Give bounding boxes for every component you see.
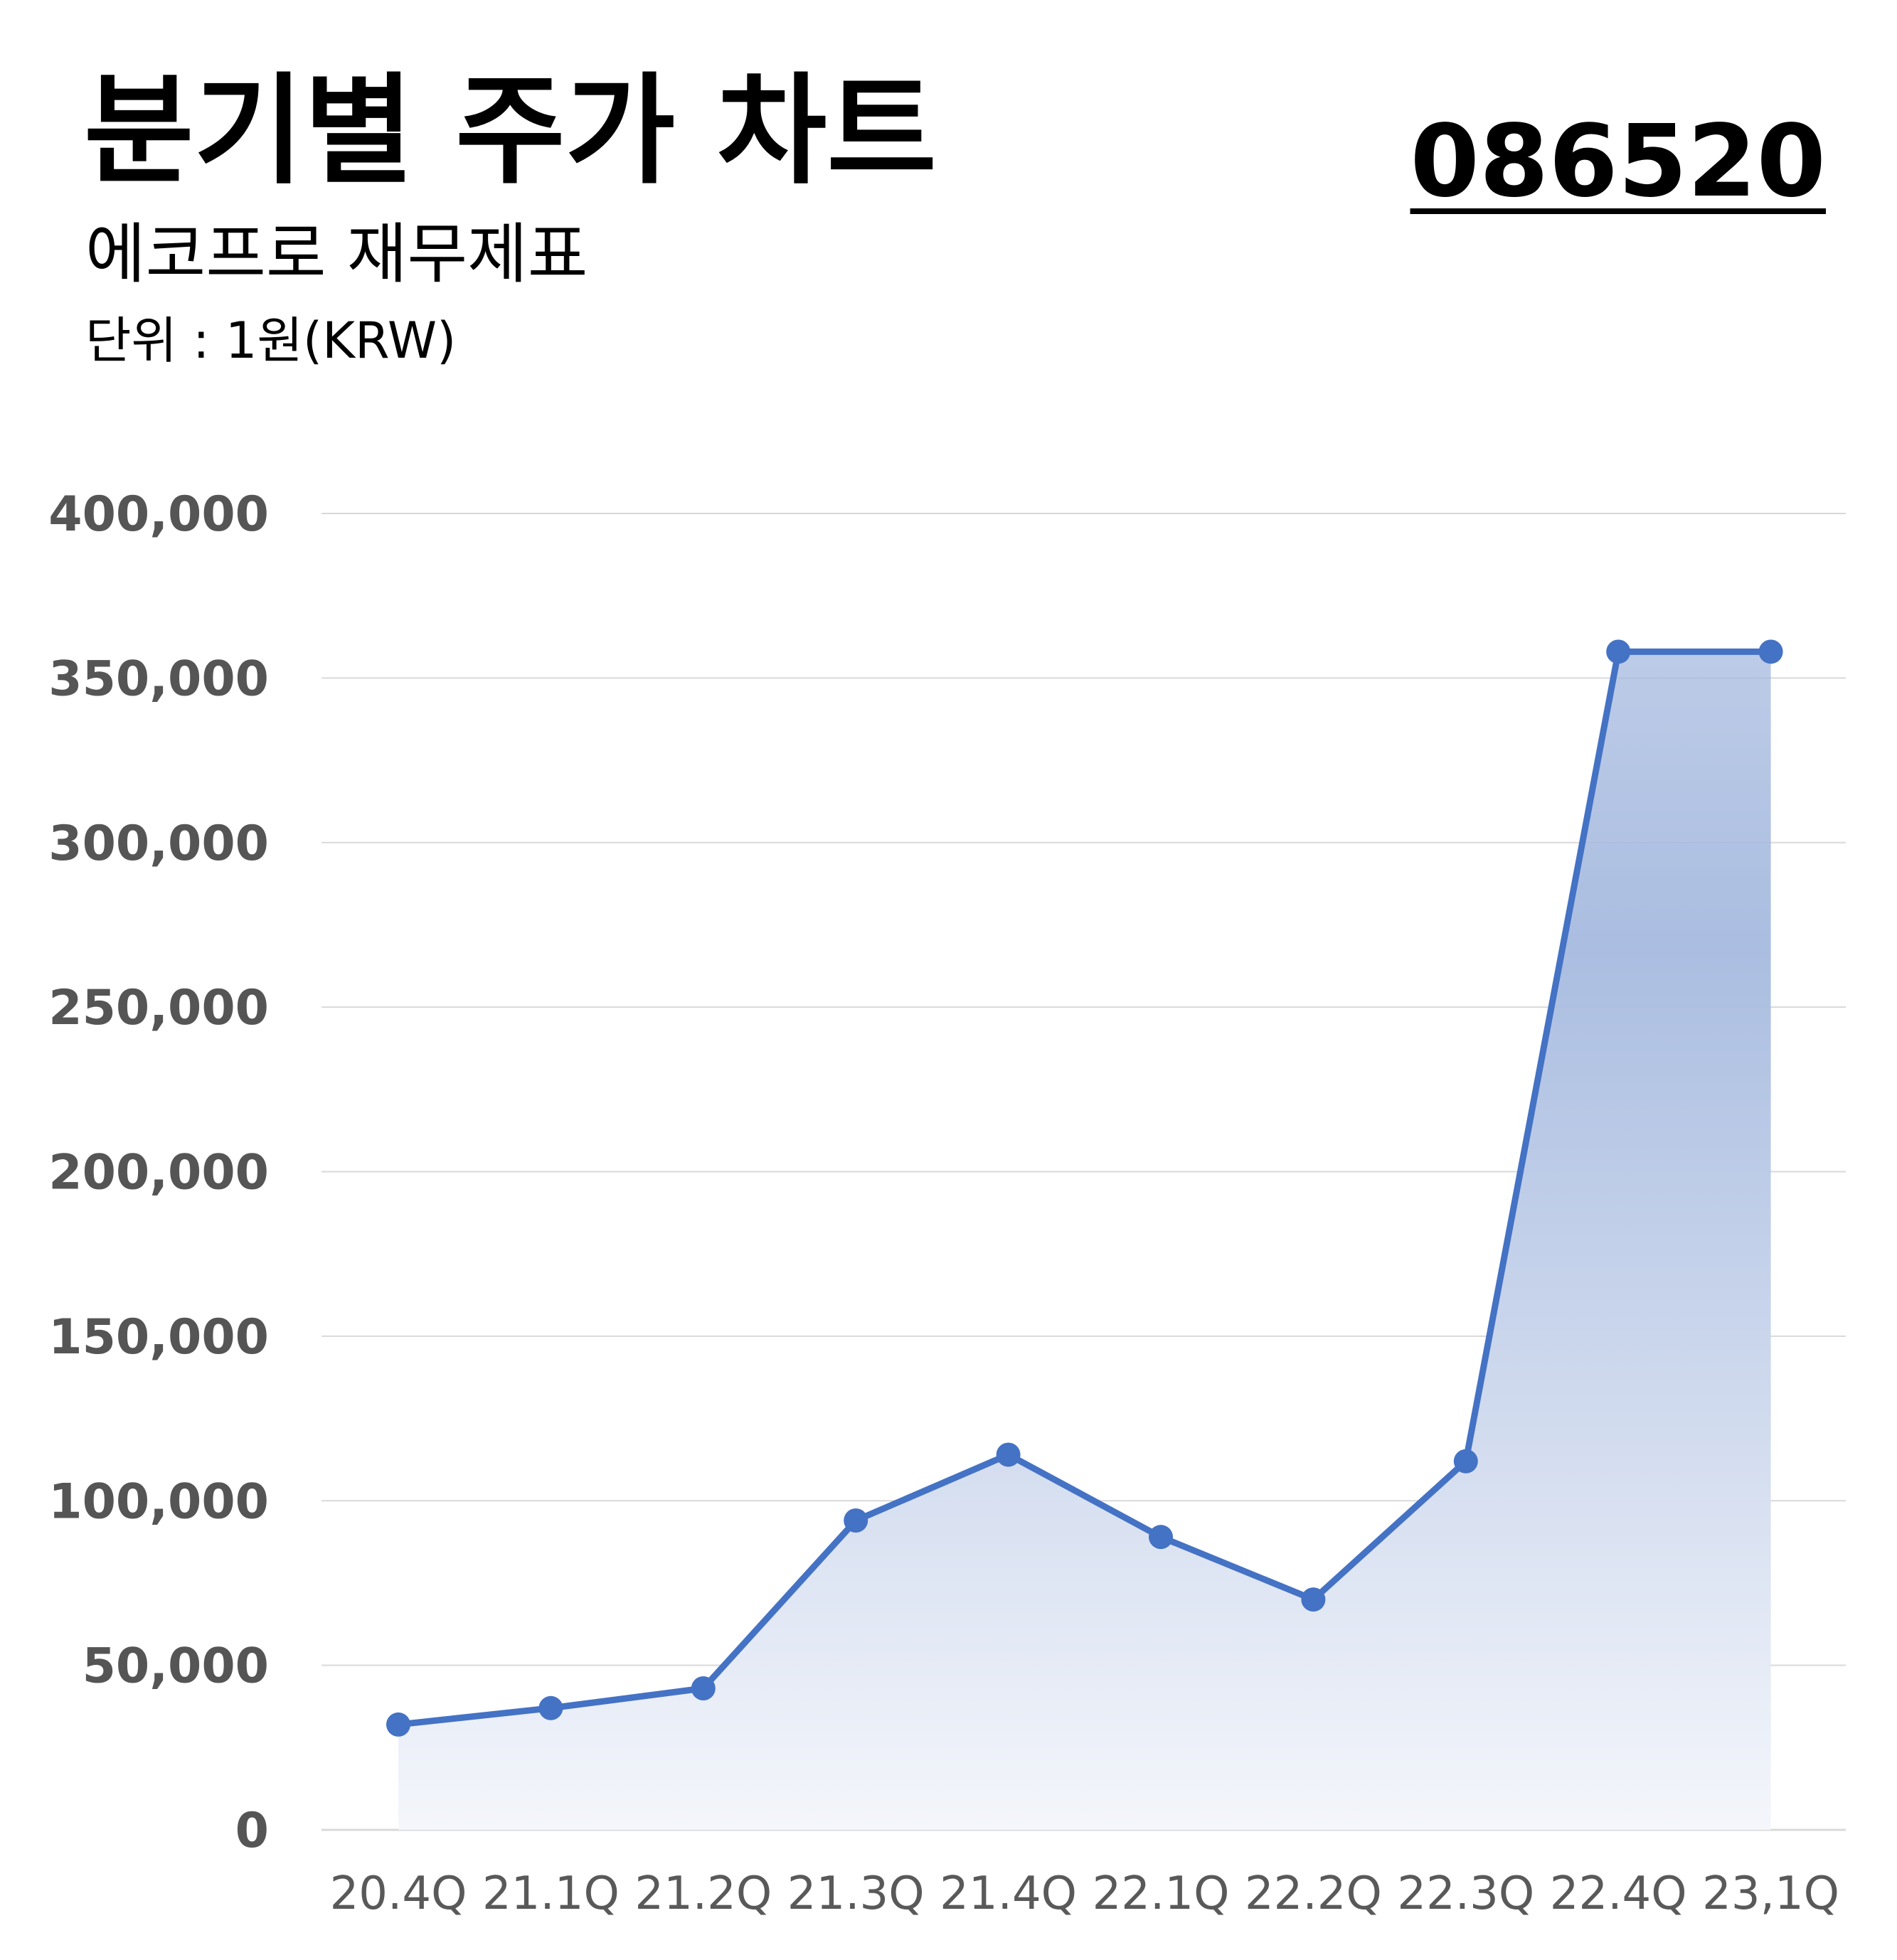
data-point: [1606, 639, 1631, 664]
x-tick-label: 23,1Q: [1702, 1868, 1839, 1920]
data-point: [538, 1695, 563, 1720]
y-tick-label: 200,000: [48, 1145, 269, 1201]
area-fill: [398, 651, 1771, 1830]
area-fill-layer: [398, 651, 1771, 1830]
x-axis-ticks: 20.4Q 21.1Q 21.2Q 21.3Q 21.4Q 22.1Q 22.2Q 22.3Q…: [330, 1868, 1839, 1920]
x-tick-label: 21.4Q: [940, 1868, 1077, 1920]
y-tick-label: 100,000: [48, 1474, 269, 1530]
y-tick-label: 0: [235, 1803, 269, 1859]
data-point: [386, 1712, 410, 1737]
data-point: [691, 1676, 716, 1701]
data-point: [996, 1442, 1021, 1467]
x-tick-label: 22.4Q: [1550, 1868, 1687, 1920]
y-tick-label: 150,000: [48, 1309, 269, 1365]
data-point: [1453, 1449, 1478, 1474]
y-tick-label: 250,000: [48, 980, 269, 1036]
x-tick-label: 21.3Q: [787, 1868, 925, 1920]
chart-subtitle: 에코프로 재무제표: [85, 216, 588, 292]
x-tick-label: 22.3Q: [1397, 1868, 1534, 1920]
x-tick-label: 21.2Q: [634, 1868, 772, 1920]
y-tick-label: 400,000: [48, 486, 269, 543]
x-tick-label: 22.1Q: [1093, 1868, 1230, 1920]
x-tick-label: 22.2Q: [1245, 1868, 1382, 1920]
data-point: [844, 1508, 868, 1533]
ticker-code: 086520: [1410, 104, 1826, 220]
line-layer: [395, 648, 1775, 1728]
x-tick-label: 21.1Q: [482, 1868, 620, 1920]
y-tick-label: 50,000: [83, 1639, 269, 1695]
y-tick-label: 300,000: [48, 816, 269, 872]
points-layer: [386, 639, 1783, 1737]
data-point: [1301, 1587, 1326, 1612]
y-axis-ticks: 0 50,000 100,000 150,000 200,000 250,000 300,0…: [48, 486, 269, 1859]
chart-title: 분기별 주가 차트: [84, 61, 937, 201]
y-tick-label: 350,000: [48, 651, 269, 707]
data-point: [1758, 639, 1783, 664]
series-line: [395, 648, 1775, 1728]
data-point: [1149, 1525, 1173, 1550]
unit-label: 단위 : 1원(KRW): [85, 311, 457, 370]
x-tick-label: 20.4Q: [330, 1868, 467, 1920]
